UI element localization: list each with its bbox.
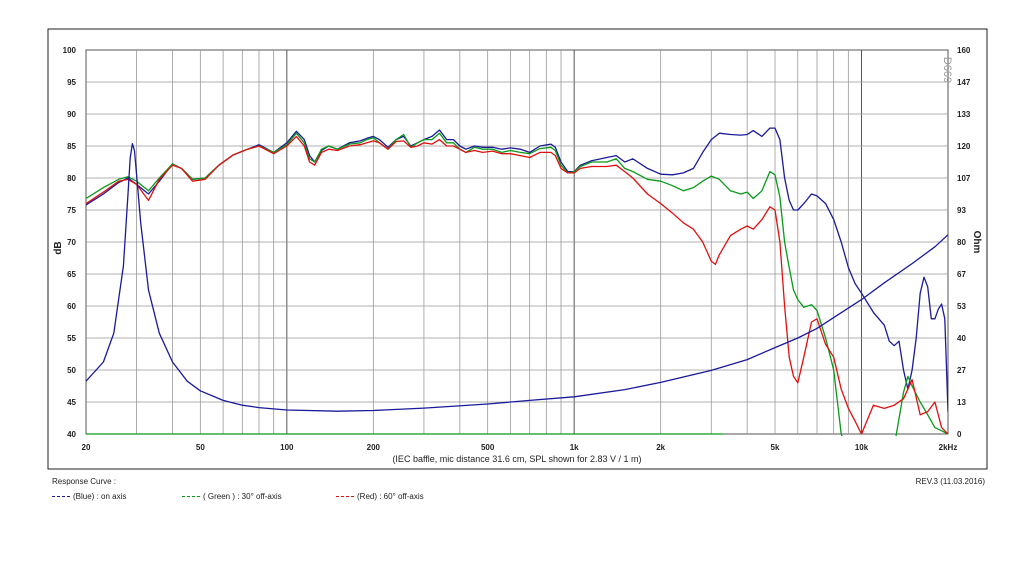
y-tick-label: 50 — [67, 366, 76, 375]
series-line-1 — [86, 132, 948, 436]
y-tick-label: 80 — [67, 174, 76, 183]
series-line-2 — [86, 135, 948, 435]
y-axis-label: dB — [53, 241, 64, 254]
legend-swatch-green — [182, 496, 200, 497]
y2-tick-label: 27 — [957, 366, 966, 375]
y2-tick-label: 93 — [957, 206, 966, 215]
x-tick-label: 500 — [481, 443, 495, 452]
legend-item-green: ( Green ) : 30° off-axis — [182, 492, 282, 501]
response-curve-label: Response Curve : — [52, 477, 117, 486]
impedance-curve — [86, 142, 948, 412]
y2-tick-label: 53 — [957, 302, 966, 311]
watermark: D669 — [941, 57, 953, 83]
curves — [86, 127, 948, 436]
x-tick-label: 2kHz — [939, 443, 958, 452]
y2-tick-label: 40 — [957, 334, 966, 343]
y-tick-label: 60 — [67, 302, 76, 311]
y2-tick-label: 13 — [957, 398, 966, 407]
y-tick-label: 65 — [67, 270, 76, 279]
x-tick-label: 2k — [656, 443, 665, 452]
legend-swatch-red — [336, 496, 354, 497]
y2-tick-label: 133 — [957, 110, 971, 119]
x-tick-label: 1k — [570, 443, 579, 452]
x-tick-label: 200 — [367, 443, 381, 452]
x-tick-label: 20 — [82, 443, 91, 452]
y2-tick-label: 147 — [957, 78, 971, 87]
y2-tick-label: 80 — [957, 238, 966, 247]
y-tick-label: 40 — [67, 430, 76, 439]
x-axis-label: (IEC baffle, mic distance 31.6 cm, SPL s… — [392, 454, 641, 464]
legend-item-blue: (Blue) : on axis — [52, 492, 126, 501]
y2-tick-label: 67 — [957, 270, 966, 279]
x-tick-label: 10k — [855, 443, 869, 452]
y-tick-label: 85 — [67, 142, 76, 151]
y2-tick-label: 120 — [957, 142, 971, 151]
legend-label-red: (Red) : 60° off-axis — [357, 492, 424, 501]
y2-tick-label: 0 — [957, 430, 962, 439]
frequency-response-chart: 20 50 100 200 500 1k 2k 5k 10k 2kHz10095908580757… — [47, 28, 988, 470]
y2-axis-label: Ohm — [971, 231, 982, 254]
legend-item-red: (Red) : 60° off-axis — [336, 492, 424, 501]
y-tick-label: 75 — [67, 206, 76, 215]
y2-tick-label: 107 — [957, 174, 971, 183]
grid — [85, 49, 949, 435]
x-tick-label: 50 — [196, 443, 205, 452]
legend-swatch-blue — [52, 496, 70, 497]
y-tick-label: 100 — [63, 46, 77, 55]
y-tick-label: 70 — [67, 238, 76, 247]
y-tick-label: 90 — [67, 110, 76, 119]
y-tick-label: 95 — [67, 78, 76, 87]
x-tick-label: 100 — [280, 443, 294, 452]
y-tick-label: 55 — [67, 334, 76, 343]
legend-label-green: ( Green ) : 30° off-axis — [203, 492, 282, 501]
tick-labels: 20 50 100 200 500 1k 2k 5k 10k 2kHz10095908580757… — [63, 46, 971, 452]
y-tick-label: 45 — [67, 398, 76, 407]
x-tick-label: 5k — [771, 443, 780, 452]
chart-frame — [47, 28, 988, 470]
legend-label-blue: (Blue) : on axis — [73, 492, 127, 501]
revision-label: REV.3 (11.03.2016) — [915, 477, 985, 486]
y2-tick-label: 160 — [957, 46, 971, 55]
